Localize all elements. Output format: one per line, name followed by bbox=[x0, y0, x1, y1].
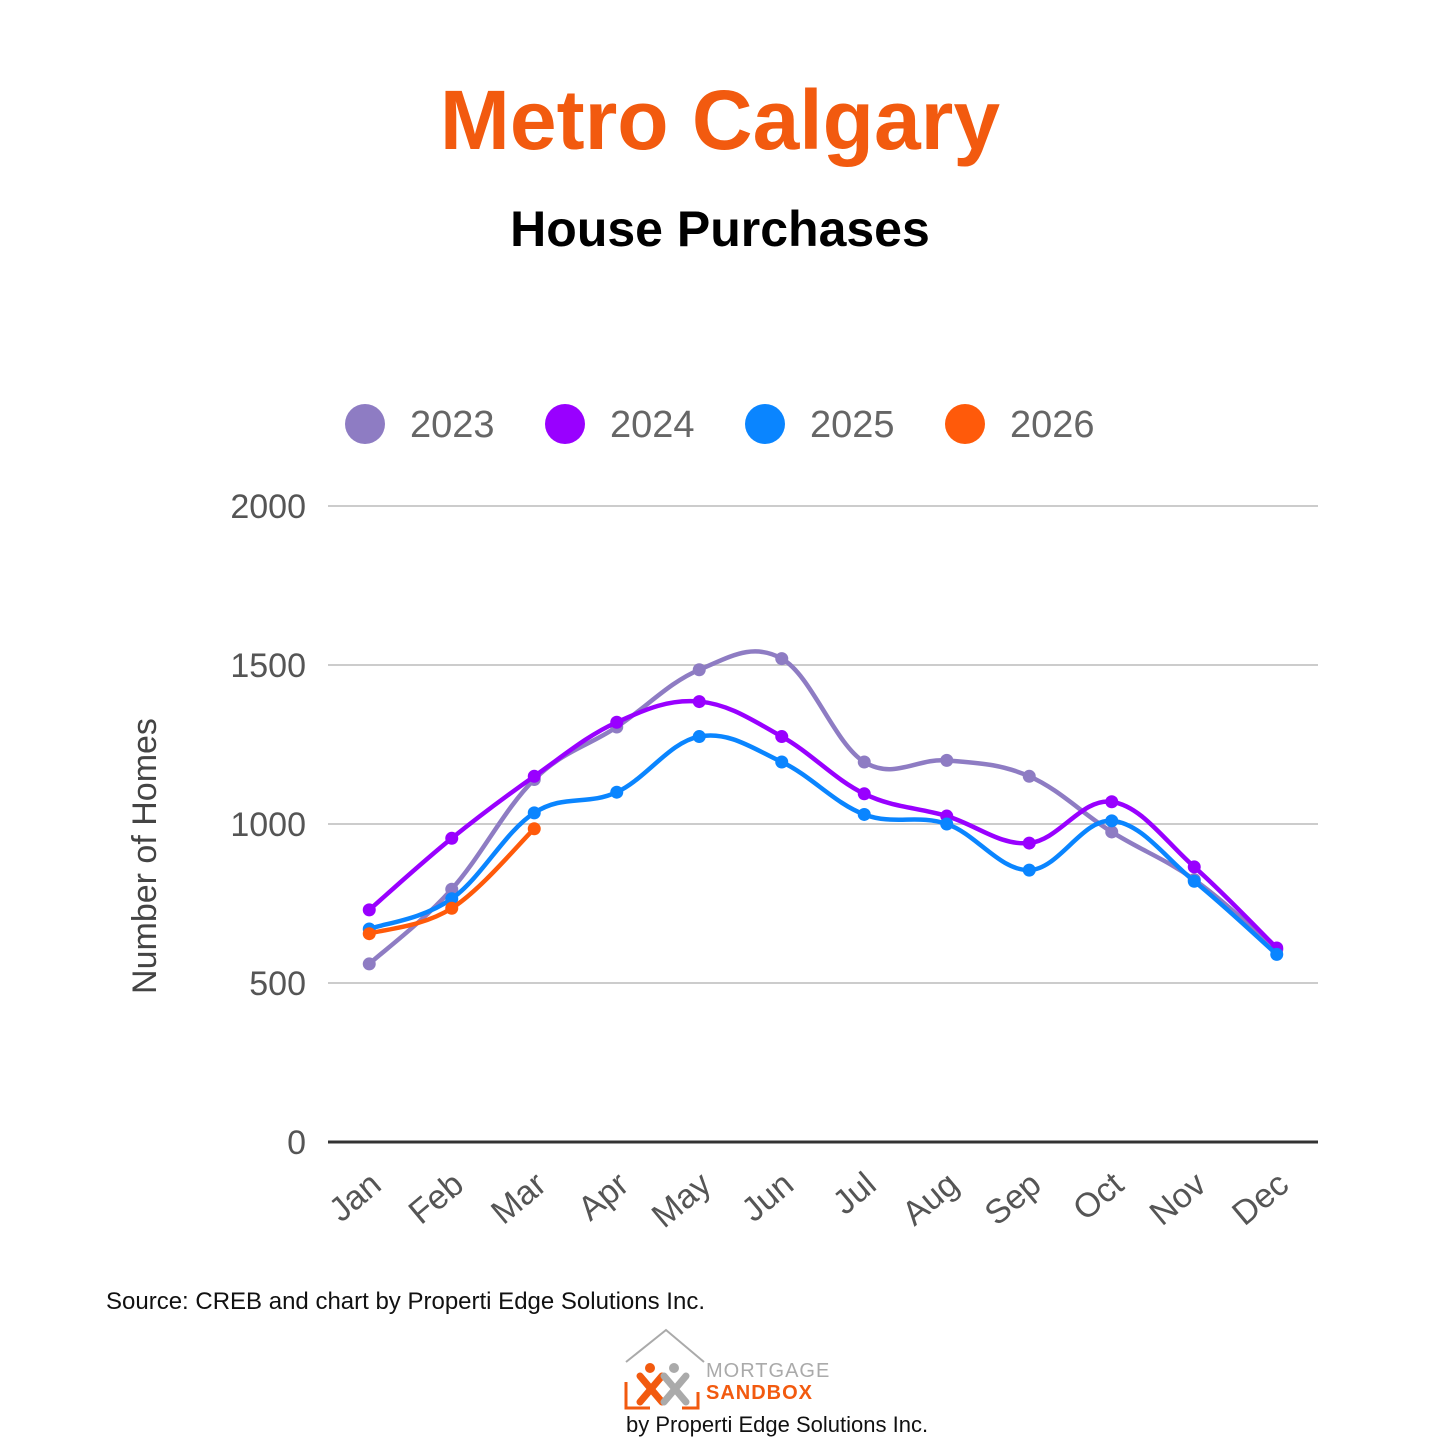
data-point bbox=[775, 755, 789, 769]
series-2025 bbox=[362, 730, 1284, 961]
x-tick-label: May bbox=[645, 1165, 719, 1235]
x-tick-label: Aug bbox=[895, 1165, 966, 1233]
data-point bbox=[445, 892, 459, 906]
y-axis-ticks: 0 500 1000 1500 2000 bbox=[230, 488, 306, 1162]
data-point bbox=[1022, 863, 1036, 877]
data-point bbox=[857, 787, 871, 801]
x-tick-label: Jun bbox=[734, 1165, 800, 1229]
x-tick-label: Oct bbox=[1066, 1165, 1131, 1228]
data-point bbox=[940, 753, 954, 767]
series-line bbox=[367, 698, 1279, 951]
data-point bbox=[940, 817, 954, 831]
series-2023 bbox=[362, 649, 1284, 971]
data-point bbox=[610, 785, 624, 799]
legend-label: 2025 bbox=[810, 404, 895, 446]
logo-text-sandbox: SANDBOX bbox=[706, 1382, 814, 1404]
data-point bbox=[362, 927, 376, 941]
x-tick-label: Mar bbox=[484, 1165, 553, 1232]
y-axis-label: Number of Homes bbox=[126, 718, 164, 994]
data-point bbox=[1105, 814, 1119, 828]
x-tick-label: Jul bbox=[826, 1165, 884, 1222]
house-logo-icon bbox=[624, 1328, 705, 1410]
data-point bbox=[1022, 836, 1036, 850]
x-tick-label: Nov bbox=[1143, 1165, 1214, 1233]
chart-series bbox=[362, 649, 1284, 971]
x-tick-label: Feb bbox=[402, 1165, 471, 1232]
data-point bbox=[362, 903, 376, 917]
legend-label: 2026 bbox=[1010, 404, 1095, 446]
mortgage-sandbox-logo: MORTGAGE SANDBOX by Properti Edge Soluti… bbox=[620, 1326, 928, 1438]
data-point bbox=[445, 831, 459, 845]
data-point bbox=[527, 769, 541, 783]
data-point bbox=[857, 755, 871, 769]
y-tick-label: 1000 bbox=[230, 806, 306, 844]
x-tick-label: Jan bbox=[322, 1165, 388, 1229]
y-tick-label: 2000 bbox=[230, 488, 306, 526]
data-point bbox=[692, 663, 706, 677]
legend-label: 2023 bbox=[410, 404, 495, 446]
data-point bbox=[775, 730, 789, 744]
x-tick-label: Dec bbox=[1225, 1165, 1296, 1233]
series-2026 bbox=[362, 822, 541, 941]
data-point bbox=[692, 730, 706, 744]
legend-label: 2024 bbox=[610, 404, 695, 446]
chart-legend: 2023 2024 2025 2026 bbox=[345, 404, 1095, 446]
page-subtitle: House Purchases bbox=[510, 201, 930, 257]
data-point bbox=[857, 807, 871, 821]
legend-swatch bbox=[745, 404, 785, 444]
y-tick-label: 0 bbox=[287, 1124, 306, 1162]
data-point bbox=[1105, 825, 1119, 839]
series-line bbox=[367, 733, 1279, 957]
logo-text-mortgage: MORTGAGE bbox=[706, 1360, 831, 1382]
data-point bbox=[1105, 795, 1119, 809]
data-point bbox=[1022, 769, 1036, 783]
legend-swatch bbox=[345, 404, 385, 444]
data-point bbox=[362, 957, 376, 971]
y-tick-label: 500 bbox=[249, 965, 306, 1003]
source-note: Source: CREB and chart by Properti Edge … bbox=[106, 1288, 705, 1315]
data-point bbox=[527, 822, 541, 836]
x-tick-label: Apr bbox=[571, 1165, 636, 1228]
data-point bbox=[1270, 947, 1284, 961]
legend-swatch bbox=[945, 404, 985, 444]
data-point bbox=[1187, 860, 1201, 874]
data-point bbox=[445, 882, 459, 896]
data-point bbox=[445, 901, 459, 915]
y-tick-label: 1500 bbox=[230, 647, 306, 685]
x-tick-label: Sep bbox=[978, 1165, 1049, 1233]
data-point bbox=[692, 695, 706, 709]
x-axis-ticks: Jan Feb Mar Apr May Jun Jul Aug Sep Oct Nov Dec bbox=[322, 1165, 1296, 1236]
chart-grid bbox=[328, 505, 1318, 1144]
series-line bbox=[367, 649, 1279, 967]
logo-byline: by Properti Edge Solutions Inc. bbox=[626, 1412, 929, 1437]
page-title: Metro Calgary bbox=[439, 73, 1001, 167]
data-point bbox=[775, 652, 789, 666]
data-point bbox=[610, 715, 624, 729]
data-point bbox=[1187, 874, 1201, 888]
data-point bbox=[527, 806, 541, 820]
legend-swatch bbox=[545, 404, 585, 444]
